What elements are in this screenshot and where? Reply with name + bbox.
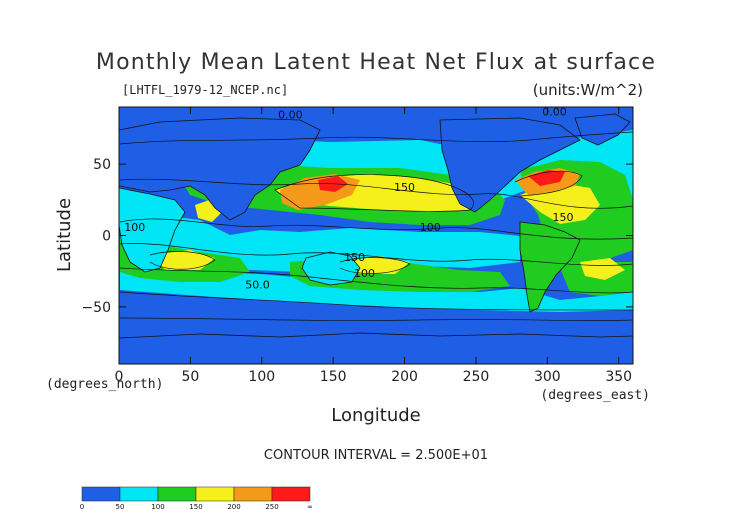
contour-interval: CONTOUR INTERVAL = 2.500E+01 xyxy=(264,448,488,463)
x-axis-ticks: 0 50 100 150 200 250 300 350 xyxy=(115,107,632,385)
x-tick-label: 150 xyxy=(320,369,347,385)
colorbar-label: 0 xyxy=(80,503,84,511)
contour-label: 0.00 xyxy=(542,106,567,119)
contour-line xyxy=(119,131,633,145)
colorbar-swatch xyxy=(81,486,121,502)
y-axis-ticks: 50 0 −50 xyxy=(81,157,633,316)
colorbar-label: 150 xyxy=(189,503,202,511)
colorbar-label: 50 xyxy=(116,503,125,511)
region-yellow-s-atlantic xyxy=(580,258,625,280)
chart-title: Monthly Mean Latent Heat Net Flux at sur… xyxy=(96,50,656,75)
contour-line xyxy=(274,174,474,212)
contour-line xyxy=(119,178,633,209)
colorbar-label: 100 xyxy=(151,503,164,511)
contour-line xyxy=(119,317,633,321)
plot-area: 0.00 0.00 150 100 150 150 100 100 50.0 xyxy=(119,106,633,364)
colorbar: 0 50 100 150 200 250 ∞ xyxy=(80,486,313,511)
x-tick-label: 100 xyxy=(248,369,275,385)
colorbar-swatch xyxy=(233,486,273,502)
y-axis-label: Latitude xyxy=(54,198,75,272)
colorbar-label: 200 xyxy=(227,503,240,511)
x-tick-label: 0 xyxy=(115,369,124,385)
colorbar-label: ∞ xyxy=(307,503,313,511)
x-unit-note: (degrees_east) xyxy=(540,388,650,403)
contour-line xyxy=(119,218,633,240)
region-cyan-southern xyxy=(120,270,633,312)
contour-label: 50.0 xyxy=(245,278,270,291)
contour-line xyxy=(119,291,633,311)
colorbar-swatch xyxy=(271,486,311,502)
land-antarctica xyxy=(119,332,633,364)
contour-line xyxy=(119,267,633,294)
land-eurasia xyxy=(119,117,321,221)
x-tick-label: 50 xyxy=(181,369,199,385)
y-tick-label: 50 xyxy=(93,157,111,173)
x-tick-label: 300 xyxy=(534,369,561,385)
region-yellow-s-indian xyxy=(150,250,215,270)
x-axis-label: Longitude xyxy=(331,405,421,426)
contour-label: 150 xyxy=(344,251,365,264)
units-label: (units:W/m^2) xyxy=(533,81,643,99)
contour-line xyxy=(514,170,583,197)
file-subtitle: [LHTFL_1979-12_NCEP.nc] xyxy=(122,83,288,97)
contour-label: 150 xyxy=(553,211,574,224)
y-tick-label: −50 xyxy=(81,300,111,316)
contour-label: 100 xyxy=(420,221,441,234)
x-tick-label: 350 xyxy=(605,369,632,385)
contour-label: 0.00 xyxy=(278,108,303,121)
contour-line xyxy=(119,243,633,266)
colorbar-label: 250 xyxy=(265,503,278,511)
contour-line xyxy=(339,257,411,274)
contour-line xyxy=(149,251,216,270)
y-unit-note: (degrees_north) xyxy=(46,377,163,392)
land-africa xyxy=(119,187,186,273)
x-tick-label: 200 xyxy=(391,369,418,385)
colorbar-swatch xyxy=(195,486,235,502)
y-tick-label: 0 xyxy=(102,229,111,245)
x-tick-label: 250 xyxy=(463,369,490,385)
land-greenland xyxy=(574,113,631,146)
colorbar-swatch xyxy=(119,486,159,502)
contour-label: 100 xyxy=(354,267,375,280)
colorbar-swatch xyxy=(157,486,197,502)
contour-label: 100 xyxy=(124,221,145,234)
contour-lines xyxy=(119,131,633,321)
contour-label: 150 xyxy=(394,181,415,194)
